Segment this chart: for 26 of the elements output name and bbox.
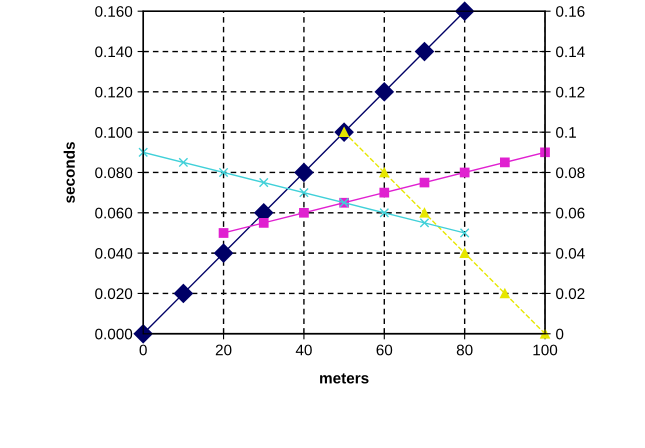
- y2-tick-label: 0: [556, 328, 564, 340]
- x-tick-label: 40: [296, 344, 312, 356]
- y-tick-label: 0.100: [95, 127, 132, 138]
- y2-tick-label: 0.06: [556, 208, 585, 218]
- x-tick-label: 20: [216, 344, 232, 356]
- y2-tick-label: 0.1: [556, 127, 576, 138]
- x-tick-label: 60: [376, 344, 392, 356]
- x-tick-label: 100: [533, 344, 558, 356]
- y2-tick-label: 0.16: [556, 6, 585, 17]
- y-tick-label: 0.020: [95, 288, 132, 300]
- y-tick-label: 0.000: [95, 328, 132, 340]
- y2-tick-label: 0.02: [556, 288, 584, 300]
- y2-tick-label: 0.04: [556, 248, 585, 259]
- y-tick-label: 0.060: [95, 208, 132, 218]
- x-tick-label: 0: [140, 344, 147, 356]
- y-tick-label: 0.140: [95, 46, 132, 58]
- y-axis-title: seconds: [64, 142, 75, 203]
- y-tick-label: 0.160: [95, 6, 132, 17]
- y-tick-label: 0.080: [95, 167, 132, 178]
- y-tick-label: 0.120: [95, 86, 132, 98]
- y2-tick-label: 0.14: [556, 46, 585, 58]
- y2-tick-label: 0.08: [556, 167, 585, 178]
- x-axis-title: meters: [320, 373, 369, 384]
- y2-tick-label: 0.12: [556, 86, 584, 98]
- x-tick-label: 80: [456, 344, 473, 356]
- y-tick-label: 0.040: [95, 248, 132, 259]
